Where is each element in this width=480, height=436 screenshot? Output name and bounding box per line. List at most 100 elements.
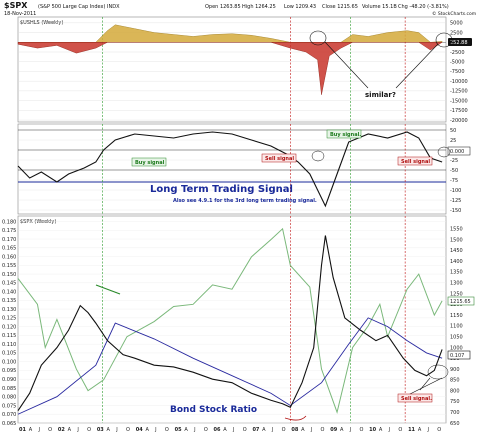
bottom-right-ytick-label: 1450 (450, 248, 463, 254)
bottom-xtick-label: 07 (252, 427, 259, 433)
symbol-name: (S&P 500 Large Cap Index) INDX (38, 4, 120, 10)
middle-signal-line (17, 131, 443, 208)
spx-series-line (17, 227, 443, 414)
mid-circle-2 (437, 146, 451, 158)
bottom-left-ytick-label: 0.070 (2, 412, 16, 418)
ratio-series-line (17, 235, 443, 412)
top-last-value-tag: 252.88 (448, 38, 472, 46)
middle-last-value: 0.000 (450, 149, 464, 155)
symbol-label: $SPX (4, 1, 28, 10)
bottom-xtick-label: 05 (175, 427, 182, 433)
bottom-xtick-label: A (418, 427, 422, 433)
bottom-left-ytick-label: 0.140 (2, 289, 16, 295)
bottom-left-ytick-label: 0.095 (2, 368, 16, 374)
middle-ytick-label: 50 (450, 128, 456, 134)
bottom-xtick-label: A (262, 427, 266, 433)
bottom-left-ytick-label: 0.175 (2, 228, 16, 234)
bottom-xtick-label: J (193, 427, 195, 433)
ratio-last-value-tag: 0.107 (447, 350, 471, 360)
bottom-right-ytick-label: 1100 (450, 324, 463, 330)
bottom-left-ytick-label: 0.120 (2, 324, 16, 330)
bottom-left-ytick-label: 0.100 (2, 359, 16, 365)
bottom-right-ytick-label: 1300 (450, 281, 463, 287)
top-ytick-label: -10000 (450, 79, 468, 85)
annotation-circle-1 (309, 30, 327, 46)
bottom-left-ytick-label: 0.180 (2, 219, 16, 225)
middle-ytick-label: 25 (450, 138, 456, 144)
bottom-xtick-label: O (204, 427, 208, 433)
middle-ytick-label: -150 (450, 208, 461, 214)
bottom-left-ytick-label: 0.160 (2, 254, 16, 260)
bottom-xtick-label: 11 (408, 427, 415, 433)
bottom-left-ytick-label: 0.145 (2, 281, 16, 287)
bottom-xtick-label: O (282, 427, 286, 433)
bottom-xtick-label: 03 (97, 427, 104, 433)
buy-signal-1-label: Buy signal (135, 160, 165, 166)
close-value: Close 1215.65 (322, 4, 358, 10)
top-ytick-label: -12500 (450, 89, 468, 95)
bottom-xtick-label: 06 (214, 427, 221, 433)
sell-signal-1-label: Sell signal (265, 156, 294, 162)
bottom-xtick-label: A (223, 427, 227, 433)
bottom-panel-title: $SPX (Weekly) (20, 219, 56, 225)
spx-last-value-tag: 1215.65 (447, 296, 475, 306)
bottom-xtick-label: A (68, 427, 72, 433)
bottom-xtick-label: 08 (291, 427, 298, 433)
similar-annotation: similar? (365, 91, 396, 99)
bottom-xtick-label: A (184, 427, 188, 433)
bottom-xtick-label: J (37, 427, 39, 433)
bottom-right-ytick-label: 900 (450, 367, 460, 373)
bottom-xtick-label: A (145, 427, 149, 433)
bottom-xtick-label: J (232, 427, 234, 433)
bottom-xtick-label: J (388, 427, 390, 433)
top-ytick-label: -7500 (450, 69, 465, 75)
top-ytick-label: -5000 (450, 60, 465, 66)
bottom-left-ytick-label: 0.130 (2, 307, 16, 313)
top-ytick-label: 2500 (450, 30, 463, 36)
buy-signal-2: Buy signal. (326, 129, 361, 139)
bottom-left-ytick-label: 0.075 (2, 403, 16, 409)
annotation-arrow-1 (324, 41, 369, 89)
top-ytick-label: -2500 (450, 50, 465, 56)
sell-signal-2: Sell signal (397, 156, 433, 166)
bottom-left-ytick-label: 0.165 (2, 246, 16, 252)
bottom-xtick-label: O (48, 427, 52, 433)
middle-panel-subtitle: Also see 4.9.1 for the 3rd long term tra… (173, 198, 317, 204)
source-credit: © StockCharts.com (432, 10, 476, 17)
bottom-xtick-label: O (321, 427, 325, 433)
top-positive-area (18, 24, 443, 43)
low-value: Low 1209.43 (284, 4, 316, 10)
ratio-last-value: 0.107 (450, 353, 464, 359)
middle-last-value-tag: 0.000 (447, 146, 471, 156)
annotation-arrow-2 (395, 43, 439, 89)
bottom-left-ytick-label: 0.080 (2, 395, 16, 401)
bottom-xtick-label: O (398, 427, 402, 433)
high-value: High 1264.25 (242, 4, 276, 10)
bottom-xtick-label: 01 (19, 427, 26, 433)
bottom-xtick-label: 09 (330, 427, 337, 433)
bottom-right-ytick-label: 1550 (450, 227, 463, 233)
bottom-left-ytick-label: 0.150 (2, 272, 16, 278)
bottom-xtick-label: J (310, 427, 312, 433)
bottom-right-ytick-label: 1250 (450, 291, 463, 297)
bottom-xtick-label: A (340, 427, 344, 433)
buy-signal-1: Buy signal (131, 157, 167, 167)
bottom-xtick-label: O (437, 427, 441, 433)
top-ytick-label: -20000 (450, 118, 468, 124)
bottom-left-ytick-label: 0.085 (2, 386, 16, 392)
bottom-xtick-label: 10 (369, 427, 376, 433)
middle-panel-frame (17, 123, 447, 215)
bottom-xtick-label: J (271, 427, 273, 433)
sell-signal-1: Sell signal (261, 153, 297, 163)
change-value: Chg -48.20 (-3.81%) (398, 4, 449, 10)
bottom-left-ytick-label: 0.155 (2, 263, 16, 269)
bottom-left-ytick-label: 0.110 (2, 342, 16, 348)
open-value: Open 1263.85 (205, 4, 241, 10)
bottom-left-ytick-label: 0.090 (2, 377, 16, 383)
middle-panel-title: Long Term Trading Signal (150, 184, 293, 195)
bottom-xtick-label: A (379, 427, 383, 433)
chart-date: 18-Nov-2011 (4, 11, 36, 17)
middle-ytick-label: -25 (450, 158, 458, 164)
